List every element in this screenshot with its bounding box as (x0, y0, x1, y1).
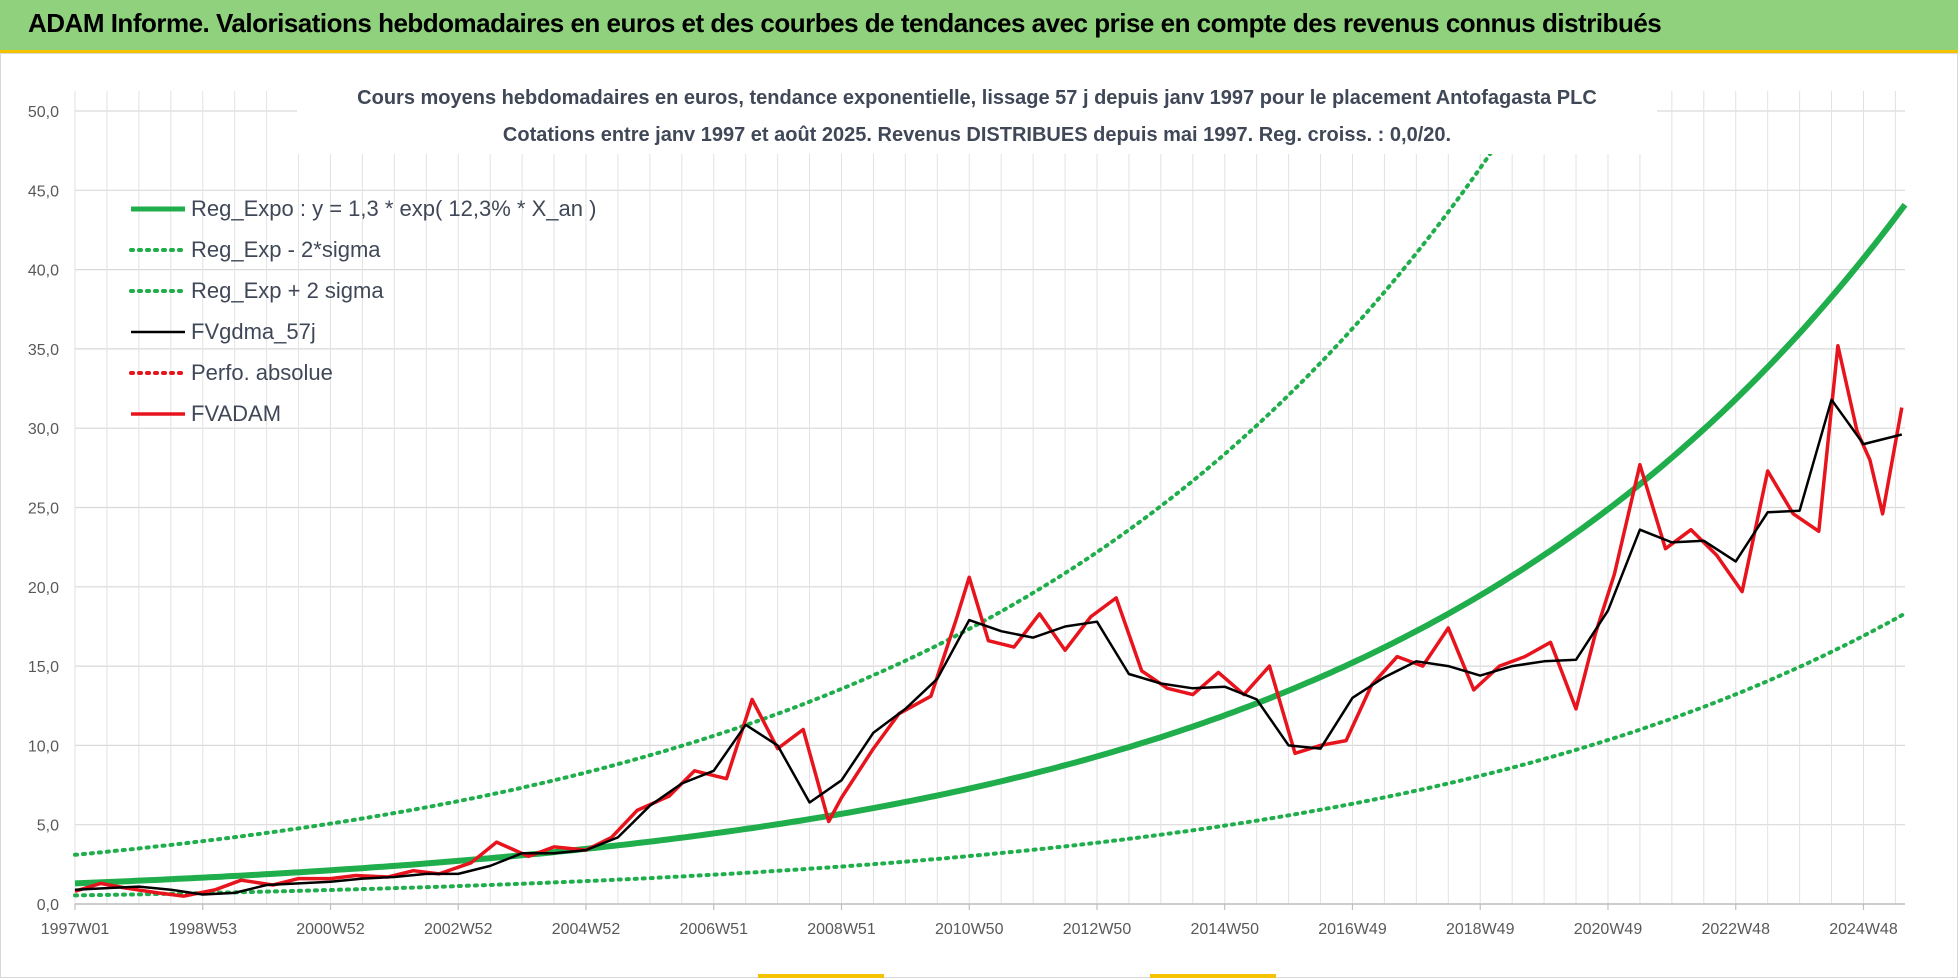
y-tick-label: 25,0 (28, 501, 59, 518)
series-line-1 (73, 611, 1907, 898)
x-tick-label: 2024W48 (1829, 921, 1898, 938)
chart-frame: 0,0 5,0 10,0 15,0 20,0 25,0 30,0 35,0 40,0 45,0 50… (0, 53, 1958, 978)
series-line-3 (74, 398, 1903, 896)
x-tick-label: 2018W49 (1446, 921, 1515, 938)
x-tick-label: 2010W50 (935, 921, 1004, 938)
footer-accent-left (758, 974, 884, 978)
series-line-5 (74, 343, 1904, 898)
x-tick-label: 2008W51 (807, 921, 876, 938)
y-tick-label: 0,0 (37, 897, 59, 914)
legend-label-1: Reg_Exp - 2*sigma (191, 237, 381, 262)
y-tick-label: 15,0 (28, 659, 59, 676)
y-tick-label: 10,0 (28, 738, 59, 755)
x-tick-label: 2020W49 (1574, 921, 1643, 938)
y-tick-label: 35,0 (28, 342, 59, 359)
legend-label-5: FVADAM (191, 401, 281, 426)
x-tick-label: 2002W52 (424, 921, 493, 938)
x-tick-label: 2014W50 (1190, 921, 1259, 938)
price-chart: 0,0 5,0 10,0 15,0 20,0 25,0 30,0 35,0 40,0 45,0 50… (28, 80, 1908, 938)
y-tick-label: 20,0 (28, 580, 59, 597)
y-tick-label: 30,0 (28, 421, 59, 438)
x-tick-label: 1997W01 (41, 921, 110, 938)
x-tick-label: 2022W48 (1701, 921, 1770, 938)
legend-label-0: Reg_Expo : y = 1,3 * exp( 12,3% * X_an ) (191, 196, 596, 221)
legend-label-4: Perfo. absolue (191, 360, 333, 385)
y-tick-label: 40,0 (28, 263, 59, 280)
x-tick-label: 2004W52 (552, 921, 621, 938)
legend-label-2: Reg_Exp + 2 sigma (191, 278, 384, 303)
chart-title: Cours moyens hebdomadaires en euros, ten… (297, 80, 1657, 154)
chart-series (73, 109, 1908, 898)
chart-legend: Reg_Expo : y = 1,3 * exp( 12,3% * X_an )… (129, 196, 596, 426)
legend-label-3: FVgdma_57j (191, 319, 316, 344)
chart-axes: 0,0 5,0 10,0 15,0 20,0 25,0 30,0 35,0 40,0 45,0 50… (28, 104, 1905, 938)
series-line-2 (73, 109, 1521, 857)
chart-title-line-1: Cours moyens hebdomadaires en euros, ten… (357, 87, 1597, 109)
report-title: ADAM Informe. Valorisations hebdomadaire… (28, 8, 1662, 38)
x-tick-label: 2006W51 (679, 921, 748, 938)
y-tick-label: 5,0 (37, 818, 59, 835)
y-tick-label: 45,0 (28, 183, 59, 200)
x-tick-label: 1998W53 (168, 921, 237, 938)
x-tick-label: 2000W52 (296, 921, 365, 938)
series-line-0 (74, 202, 1908, 887)
x-tick-label: 2016W49 (1318, 921, 1387, 938)
y-tick-label: 50,0 (28, 104, 59, 121)
footer-accent-right (1150, 974, 1276, 978)
x-tick-label: 2012W50 (1063, 921, 1132, 938)
report-banner: ADAM Informe. Valorisations hebdomadaire… (0, 0, 1958, 53)
chart-title-line-2: Cotations entre janv 1997 et août 2025. … (503, 124, 1451, 146)
